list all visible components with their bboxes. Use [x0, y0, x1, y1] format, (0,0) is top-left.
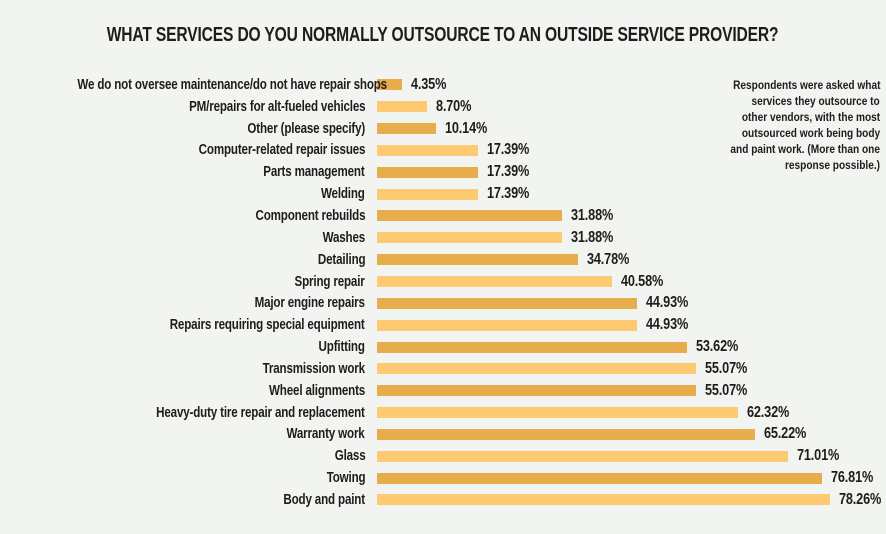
bar-row: Component rebuilds 31.88%: [0, 205, 886, 227]
value-label: 55.07%: [704, 381, 747, 399]
bar: [377, 123, 436, 135]
bar-row: Glass 71.01%: [0, 445, 886, 467]
category-label: Towing: [326, 470, 365, 487]
value-label: 34.78%: [587, 250, 630, 268]
note-line: services they outsource to: [751, 96, 880, 108]
bar-row: Wheel alignments 55.07%: [0, 380, 886, 402]
category-label: Component rebuilds: [255, 207, 365, 224]
bar-row: Parts management 17.39%: [0, 161, 886, 183]
bar-row: Heavy-duty tire repair and replacement 6…: [0, 402, 886, 424]
bar: [377, 210, 562, 222]
category-label: Spring repair: [294, 273, 365, 290]
bar: [377, 385, 696, 397]
bar: [377, 363, 696, 375]
bar-row: Upfitting 53.62%: [0, 336, 886, 358]
bar: [377, 407, 738, 419]
bar: [377, 254, 579, 266]
category-label: Heavy-duty tire repair and replacement: [156, 404, 365, 421]
page-title-text: WHAT SERVICES DO YOU NORMALLY OUTSOURCE …: [107, 24, 779, 46]
category-label: Washes: [322, 229, 366, 246]
bar-row: Other (please specify) 10.14%: [0, 118, 886, 140]
note-line: Respondents were asked what: [732, 80, 880, 92]
bar: [377, 79, 403, 91]
category-label: PM/repairs for alt-fueled vehicles: [188, 98, 366, 115]
bar: [377, 144, 478, 156]
value-label: 17.39%: [486, 163, 529, 181]
bar: [377, 232, 562, 244]
bar-row: Spring repair 40.58%: [0, 271, 886, 293]
value-label: 17.39%: [486, 141, 529, 159]
bar: [377, 276, 612, 288]
category-label: Warranty work: [286, 426, 365, 443]
value-label: 40.58%: [620, 272, 664, 290]
value-label: 10.14%: [444, 119, 487, 137]
value-label: 44.93%: [646, 294, 689, 312]
page-title: WHAT SERVICES DO YOU NORMALLY OUTSOURCE …: [0, 24, 886, 46]
value-label: 4.35%: [411, 75, 447, 93]
bar-row: PM/repairs for alt-fueled vehicles 8.70%: [0, 96, 886, 118]
value-label: 65.22%: [763, 425, 806, 443]
category-label: Transmission work: [262, 360, 366, 377]
bar: [377, 188, 478, 200]
value-label: 71.01%: [797, 447, 840, 465]
value-label: 31.88%: [570, 206, 613, 224]
bar: [377, 472, 822, 484]
category-label: Body and paint: [283, 491, 365, 508]
category-label: Major engine repairs: [254, 295, 365, 312]
category-label: Computer-related repair issues: [198, 142, 365, 159]
value-label: 44.93%: [646, 316, 689, 334]
bar-row: Washes 31.88%: [0, 227, 886, 249]
category-label: Other (please specify): [247, 120, 365, 137]
value-label: 55.07%: [704, 359, 747, 377]
bar-row: Body and paint 78.26%: [0, 489, 886, 511]
value-label: 31.88%: [570, 228, 613, 246]
bar: [377, 450, 788, 462]
note-line: other vendors, with the most: [741, 112, 880, 124]
bar: [377, 101, 428, 113]
bar: [377, 319, 638, 331]
category-label: Glass: [334, 448, 365, 465]
bar-row: Transmission work 55.07%: [0, 358, 886, 380]
note-line: and paint work. (More than one: [730, 144, 880, 156]
category-label: Upfitting: [318, 339, 365, 356]
category-label: Detailing: [317, 251, 365, 268]
bar-row: Warranty work 65.22%: [0, 424, 886, 446]
bar-row: Major engine repairs 44.93%: [0, 292, 886, 314]
bar-rows: We do not oversee maintenance/do not hav…: [0, 74, 886, 511]
bar: [377, 494, 830, 506]
category-label: Welding: [321, 186, 365, 203]
category-label: Parts management: [263, 164, 365, 181]
category-label: We do not oversee maintenance/do not hav…: [77, 76, 387, 93]
bar: [377, 428, 755, 440]
value-label: 78.26%: [839, 490, 882, 508]
bar-chart: We do not oversee maintenance/do not hav…: [0, 74, 886, 511]
bar-row: Towing 76.81%: [0, 467, 886, 489]
value-label: 76.81%: [830, 469, 873, 487]
value-label: 17.39%: [486, 185, 529, 203]
value-label: 62.32%: [746, 403, 789, 421]
note-line: outsourced work being body: [741, 128, 880, 140]
value-label: 53.62%: [696, 338, 739, 356]
bar-row: Welding 17.39%: [0, 183, 886, 205]
note-block: Respondents were asked what services the…: [690, 78, 880, 174]
bar-row: Detailing 34.78%: [0, 249, 886, 271]
category-label: Wheel alignments: [268, 382, 365, 399]
category-label: Repairs requiring special equipment: [170, 317, 365, 334]
bar-row: Computer-related repair issues 17.39%: [0, 140, 886, 162]
bar: [377, 297, 638, 309]
bar: [377, 166, 478, 178]
note-line: response possible.): [784, 160, 880, 172]
bar-row: We do not oversee maintenance/do not hav…: [0, 74, 886, 96]
value-label: 8.70%: [436, 97, 472, 115]
bar: [377, 341, 688, 353]
bar-row: Repairs requiring special equipment 44.9…: [0, 314, 886, 336]
